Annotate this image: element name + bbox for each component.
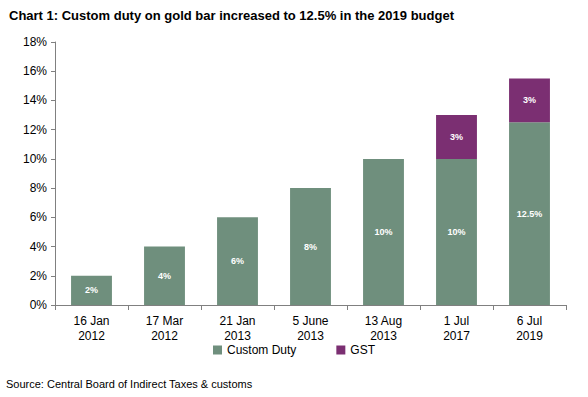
svg-text:8%: 8% bbox=[30, 181, 48, 195]
svg-text:2019: 2019 bbox=[516, 329, 543, 343]
svg-text:Source: Central Board of Indir: Source: Central Board of Indirect Taxes … bbox=[6, 378, 253, 390]
svg-text:Custom Duty: Custom Duty bbox=[227, 343, 296, 357]
svg-text:2013: 2013 bbox=[297, 329, 324, 343]
svg-text:8%: 8% bbox=[304, 242, 317, 252]
svg-text:2013: 2013 bbox=[370, 329, 397, 343]
svg-text:10%: 10% bbox=[23, 152, 47, 166]
svg-text:2%: 2% bbox=[85, 285, 98, 295]
svg-text:2012: 2012 bbox=[151, 329, 178, 343]
svg-text:14%: 14% bbox=[23, 93, 47, 107]
svg-text:6%: 6% bbox=[30, 210, 48, 224]
svg-text:6 Jul: 6 Jul bbox=[517, 314, 542, 328]
svg-text:5 June: 5 June bbox=[292, 314, 328, 328]
svg-text:2012: 2012 bbox=[78, 329, 105, 343]
svg-text:12.5%: 12.5% bbox=[517, 209, 543, 219]
svg-text:Chart 1: Custom duty on gold b: Chart 1: Custom duty on gold bar increas… bbox=[9, 8, 455, 23]
svg-text:2017: 2017 bbox=[443, 329, 470, 343]
svg-text:4%: 4% bbox=[30, 240, 48, 254]
svg-text:16%: 16% bbox=[23, 64, 47, 78]
svg-text:13 Aug: 13 Aug bbox=[365, 314, 402, 328]
svg-text:0%: 0% bbox=[30, 298, 48, 312]
svg-text:3%: 3% bbox=[523, 95, 536, 105]
svg-text:6%: 6% bbox=[231, 256, 244, 266]
svg-text:2013: 2013 bbox=[224, 329, 251, 343]
svg-text:4%: 4% bbox=[158, 271, 171, 281]
svg-text:12%: 12% bbox=[23, 123, 47, 137]
svg-text:21 Jan: 21 Jan bbox=[219, 314, 255, 328]
svg-text:10%: 10% bbox=[374, 227, 392, 237]
svg-text:10%: 10% bbox=[447, 227, 465, 237]
svg-text:3%: 3% bbox=[450, 132, 463, 142]
svg-text:2%: 2% bbox=[30, 269, 48, 283]
svg-text:18%: 18% bbox=[23, 35, 47, 49]
svg-text:17 Mar: 17 Mar bbox=[146, 314, 183, 328]
svg-text:GST: GST bbox=[350, 343, 375, 357]
svg-text:1 Jul: 1 Jul bbox=[444, 314, 469, 328]
svg-text:16 Jan: 16 Jan bbox=[73, 314, 109, 328]
